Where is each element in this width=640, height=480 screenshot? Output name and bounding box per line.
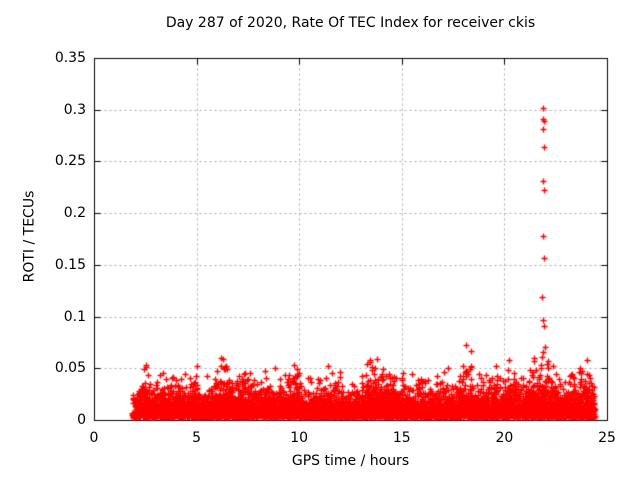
x-axis-label: GPS time / hours (291, 453, 410, 469)
chart-title: Day 287 of 2020, Rate Of TEC Index for r… (165, 15, 536, 31)
y-axis-label: ROTI / TECUs (21, 190, 38, 283)
